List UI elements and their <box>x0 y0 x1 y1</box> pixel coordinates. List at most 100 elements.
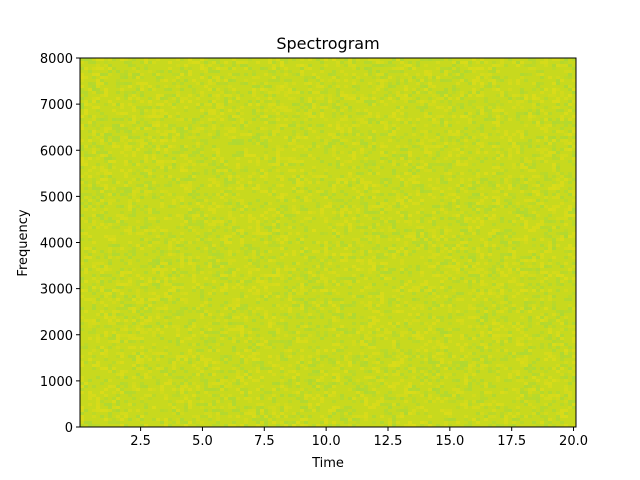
heatmap-cell <box>560 121 564 124</box>
heatmap-cell <box>544 106 548 109</box>
heatmap-cell <box>540 304 544 307</box>
heatmap-cell <box>248 259 252 262</box>
heatmap-cell <box>108 325 112 328</box>
heatmap-cell <box>292 208 296 211</box>
heatmap-cell <box>440 262 444 265</box>
heatmap-cell <box>368 211 372 214</box>
heatmap-cell <box>448 298 452 301</box>
heatmap-cell <box>396 229 400 232</box>
heatmap-cell <box>456 103 460 106</box>
heatmap-cell <box>220 283 224 286</box>
heatmap-cell <box>280 313 284 316</box>
heatmap-cell <box>232 196 236 199</box>
heatmap-cell <box>308 316 312 319</box>
heatmap-cell <box>468 217 472 220</box>
heatmap-cell <box>168 67 172 70</box>
heatmap-cell <box>228 202 232 205</box>
heatmap-cell <box>492 184 496 187</box>
heatmap-cell <box>368 160 372 163</box>
heatmap-cell <box>552 148 556 151</box>
heatmap-cell <box>168 133 172 136</box>
heatmap-cell <box>364 67 368 70</box>
heatmap-cell <box>468 184 472 187</box>
heatmap-cell <box>544 319 548 322</box>
heatmap-cell <box>148 319 152 322</box>
heatmap-cell <box>148 172 152 175</box>
heatmap-cell <box>572 325 576 328</box>
heatmap-cell <box>568 103 572 106</box>
heatmap-cell <box>196 256 200 259</box>
heatmap-cell <box>264 295 268 298</box>
heatmap-cell <box>436 178 440 181</box>
heatmap-cell <box>444 124 448 127</box>
heatmap-cell <box>540 220 544 223</box>
heatmap-cell <box>432 142 436 145</box>
heatmap-cell <box>324 169 328 172</box>
heatmap-cell <box>236 316 240 319</box>
heatmap-cell <box>156 262 160 265</box>
heatmap-cell <box>412 178 416 181</box>
heatmap-cell <box>172 199 176 202</box>
heatmap-cell <box>388 193 392 196</box>
heatmap-cell <box>124 142 128 145</box>
heatmap-cell <box>352 97 356 100</box>
heatmap-cell <box>376 247 380 250</box>
heatmap-cell <box>216 322 220 325</box>
heatmap-cell <box>428 193 432 196</box>
heatmap-cell <box>440 91 444 94</box>
heatmap-cell <box>372 64 376 67</box>
heatmap-cell <box>304 154 308 157</box>
heatmap-cell <box>108 289 112 292</box>
heatmap-cell <box>128 118 132 121</box>
heatmap-cell <box>164 148 168 151</box>
heatmap-cell <box>116 289 120 292</box>
heatmap-cell <box>556 100 560 103</box>
heatmap-cell <box>552 91 556 94</box>
heatmap-cell <box>372 226 376 229</box>
heatmap-cell <box>128 208 132 211</box>
heatmap-cell <box>200 328 204 331</box>
heatmap-cell <box>296 238 300 241</box>
heatmap-cell <box>88 268 92 271</box>
heatmap-cell <box>160 271 164 274</box>
heatmap-cell <box>96 106 100 109</box>
heatmap-cell <box>168 214 172 217</box>
heatmap-cell <box>120 292 124 295</box>
heatmap-cell <box>432 274 436 277</box>
heatmap-cell <box>160 133 164 136</box>
heatmap-cell <box>408 253 412 256</box>
heatmap-cell <box>228 235 232 238</box>
heatmap-cell <box>512 322 516 325</box>
heatmap-cell <box>444 232 448 235</box>
heatmap-cell <box>112 238 116 241</box>
heatmap-cell <box>288 142 292 145</box>
heatmap-cell <box>156 184 160 187</box>
heatmap-cell <box>256 262 260 265</box>
heatmap-cell <box>92 304 96 307</box>
heatmap-cell <box>232 286 236 289</box>
heatmap-cell <box>448 310 452 313</box>
heatmap-cell <box>544 280 548 283</box>
heatmap-cell <box>188 259 192 262</box>
heatmap-cell <box>228 259 232 262</box>
heatmap-cell <box>320 109 324 112</box>
heatmap-cell <box>332 271 336 274</box>
heatmap-cell <box>156 313 160 316</box>
heatmap-cell <box>440 283 444 286</box>
heatmap-cell <box>220 265 224 268</box>
heatmap-cell <box>400 202 404 205</box>
heatmap-cell <box>528 109 532 112</box>
heatmap-cell <box>500 112 504 115</box>
heatmap-cell <box>424 136 428 139</box>
heatmap-cell <box>316 157 320 160</box>
heatmap-cell <box>80 127 84 130</box>
heatmap-cell <box>284 109 288 112</box>
heatmap-cell <box>544 127 548 130</box>
heatmap-cell <box>116 205 120 208</box>
heatmap-cell <box>108 193 112 196</box>
heatmap-cell <box>92 118 96 121</box>
heatmap-cell <box>488 292 492 295</box>
heatmap-cell <box>224 181 228 184</box>
heatmap-cell <box>372 130 376 133</box>
heatmap-cell <box>340 283 344 286</box>
